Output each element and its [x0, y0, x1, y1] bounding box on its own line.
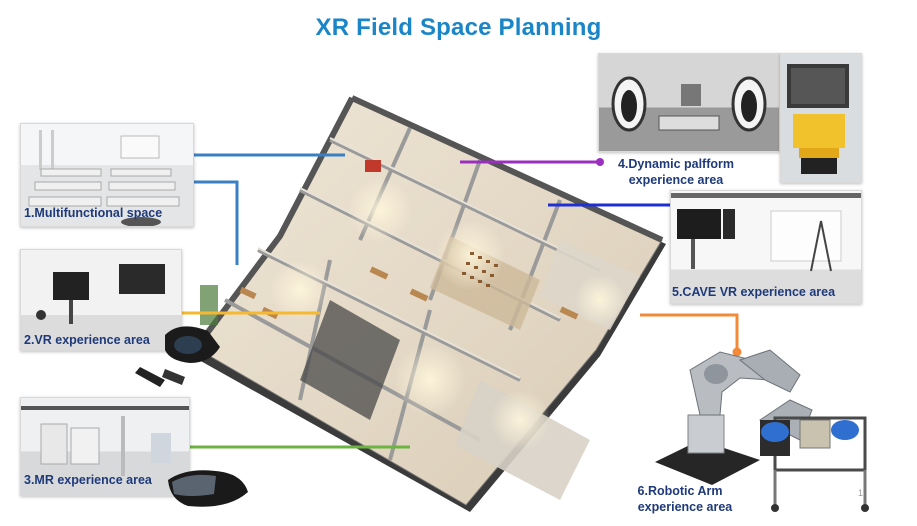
area-label-dynamic-platform-line1: 4.Dynamic palfform: [617, 157, 734, 171]
cave-vr-photo: [670, 190, 862, 304]
dynamic-platform-photo: [598, 53, 780, 152]
area-label-robotic-arm-line1: 6.Robotic Arm: [637, 484, 723, 498]
area-label-robotic-arm: 6.Robotic Arm experience area: [610, 484, 750, 514]
mr-area-photo: [20, 397, 190, 496]
area-label-multifunctional: 1.Multifunctional space: [24, 206, 163, 220]
vr-area-photo: [20, 249, 182, 351]
area-label-cave-vr: 5.CAVE VR experience area: [672, 285, 836, 299]
page-title: XR Field Space Planning: [315, 14, 602, 41]
area-label-mr: 3.MR experience area: [24, 473, 152, 487]
area-label-vr: 2.VR experience area: [24, 333, 150, 347]
area-label-dynamic-platform: 4.Dynamic palfform experience area: [606, 157, 746, 187]
area-label-dynamic-platform-line2: experience area: [628, 173, 724, 187]
area-label-robotic-arm-line2: experience area: [637, 500, 733, 514]
page-number: 1: [858, 488, 864, 498]
platform-seat-photo: [780, 53, 862, 183]
multifunctional-space-photo: [20, 123, 194, 227]
